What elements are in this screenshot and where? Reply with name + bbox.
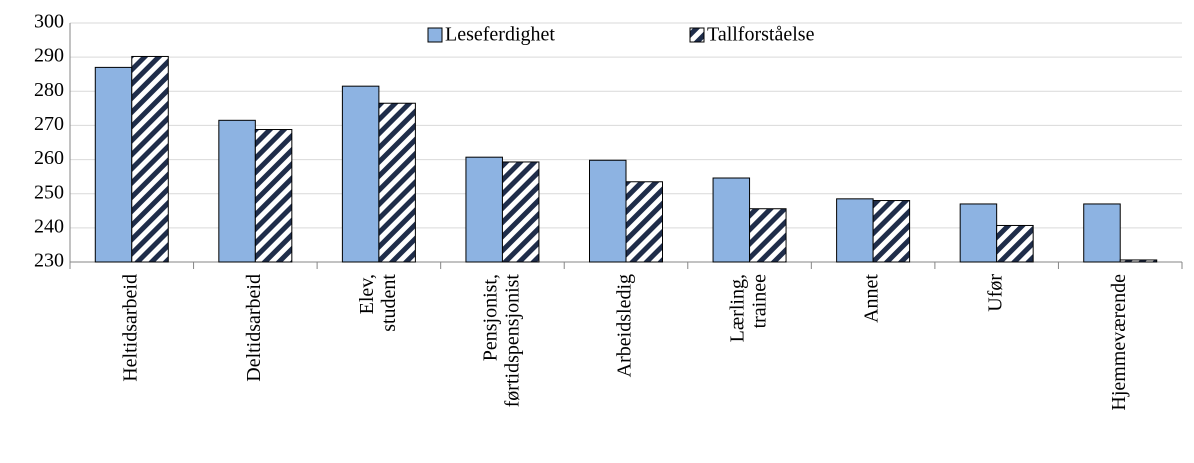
bar [1083, 203, 1121, 263]
bar [959, 203, 998, 263]
bar [218, 119, 256, 263]
bar [465, 156, 503, 263]
bar [996, 224, 1034, 263]
x-tick-label: Lærling,trainee [726, 274, 770, 342]
x-tick-label: Elev,student [355, 274, 399, 332]
bar [501, 161, 540, 263]
bar [1119, 259, 1158, 263]
bar [378, 102, 416, 263]
x-tick-label: Heltidsarbeid [119, 274, 141, 382]
y-tick-label: 250 [34, 181, 64, 203]
legend-swatch [689, 27, 705, 43]
legend-label: Leseferdighet [445, 24, 555, 46]
x-tick-label: Ufør [984, 274, 1006, 312]
x-tick-label: Arbeidsledig [614, 274, 636, 377]
bar [94, 66, 133, 263]
bar [712, 177, 751, 263]
y-tick-label: 280 [34, 79, 64, 101]
x-tick-label: Hjemmeværende [1108, 274, 1130, 411]
bar [131, 55, 169, 263]
x-tick-label: Annet [861, 274, 883, 323]
bar [625, 181, 663, 263]
bar [254, 129, 293, 263]
bar [341, 85, 380, 263]
bar [872, 200, 911, 263]
bar [589, 159, 627, 263]
y-tick-label: 230 [34, 250, 64, 272]
y-tick-label: 260 [34, 147, 64, 169]
x-tick-label: Deltidsarbeid [243, 274, 265, 382]
y-tick-label: 300 [34, 11, 64, 33]
y-tick-label: 240 [34, 215, 64, 237]
bar [836, 198, 874, 263]
legend-swatch [427, 27, 443, 43]
x-tick-label: Pensjonist,førtidspensjonist [479, 274, 523, 408]
bar [749, 208, 787, 263]
y-tick-label: 290 [34, 45, 64, 67]
y-tick-label: 270 [34, 113, 64, 135]
legend-label: Tallforståelse [707, 24, 815, 46]
